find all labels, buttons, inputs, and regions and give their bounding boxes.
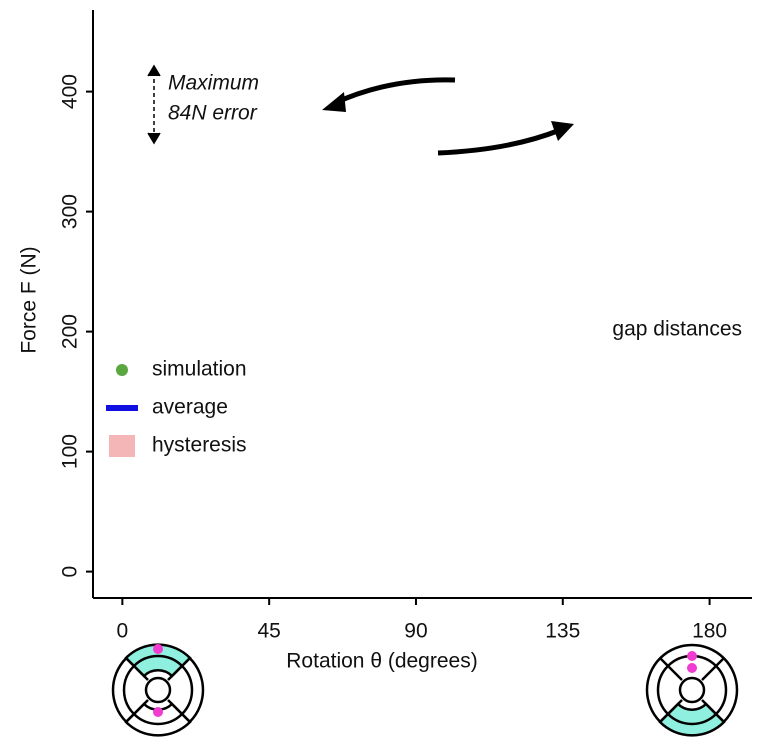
y-tick-label: 400: [59, 74, 82, 109]
error-arrow: [147, 64, 161, 145]
direction-arrows: [333, 77, 561, 156]
gap-label: gap distances: [612, 318, 742, 341]
x-tick-label: 0: [117, 620, 129, 643]
legend-label: simulation: [152, 358, 247, 381]
x-tick-label: 135: [545, 620, 580, 643]
x-axis-label: Rotation θ (degrees): [286, 650, 477, 673]
legend-swatch: [109, 435, 135, 457]
y-tick-label: 0: [59, 566, 82, 578]
direction-arrowheads: [322, 92, 574, 141]
legend-swatch: [116, 364, 128, 376]
legend-label: average: [152, 396, 228, 419]
rotor-icon-left: [111, 643, 205, 737]
y-axis-label: Force F (N): [18, 246, 41, 353]
y-tick-label: 200: [59, 314, 82, 349]
annotation: Maximum: [168, 72, 259, 95]
legend-label: hysteresis: [152, 434, 247, 457]
y-tick-label: 100: [59, 434, 82, 469]
x-tick-label: 90: [404, 620, 427, 643]
rotor-icon-right: [645, 643, 739, 737]
x-tick-label: 45: [257, 620, 280, 643]
y-tick-label: 300: [59, 194, 82, 229]
x-tick-label: 180: [692, 620, 727, 643]
legend-swatch: [106, 405, 138, 411]
annotation: 84N error: [168, 102, 258, 125]
